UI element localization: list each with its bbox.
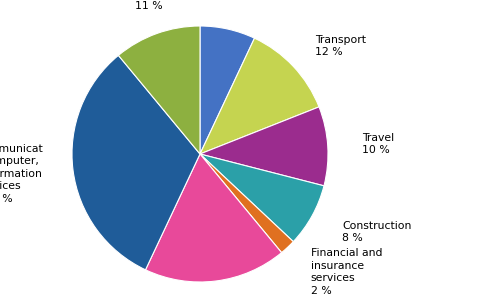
Text: Financial and
insurance
services
2 %: Financial and insurance services 2 %	[311, 249, 382, 296]
Wedge shape	[118, 26, 200, 154]
Wedge shape	[72, 55, 200, 270]
Wedge shape	[200, 38, 319, 154]
Wedge shape	[200, 26, 254, 154]
Wedge shape	[200, 107, 328, 186]
Wedge shape	[200, 154, 324, 242]
Text: Transport
12 %: Transport 12 %	[315, 35, 366, 57]
Wedge shape	[200, 154, 293, 253]
Wedge shape	[145, 154, 282, 282]
Text: Telecommunicat
ion, computer,
and information
services
32 %: Telecommunicat ion, computer, and inform…	[0, 144, 43, 204]
Text: Construction
8 %: Construction 8 %	[342, 221, 411, 243]
Text: Travel
10 %: Travel 10 %	[362, 133, 394, 155]
Text: Other services
11 %: Other services 11 %	[109, 0, 188, 11]
